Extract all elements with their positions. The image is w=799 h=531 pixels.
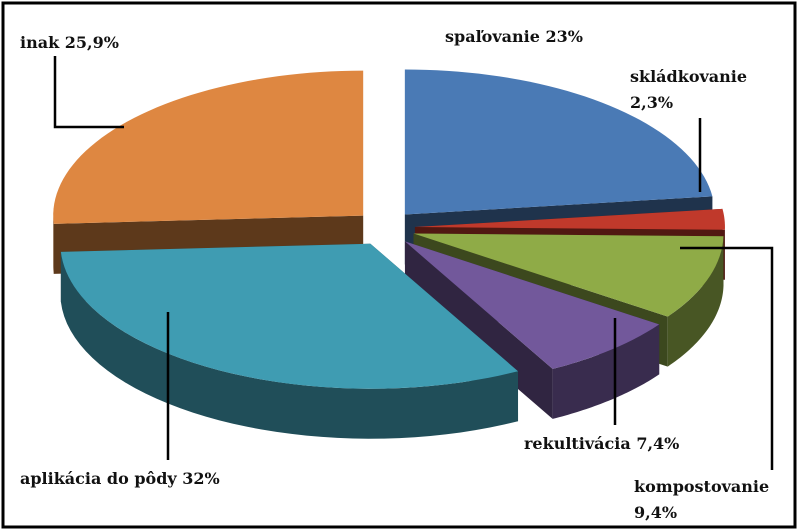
- category: inak: [20, 33, 60, 52]
- slice-wall: [667, 236, 724, 367]
- slice: [414, 208, 725, 230]
- category: kompostovanie: [634, 477, 769, 496]
- value-label: 9,4%: [634, 503, 677, 522]
- slice: [60, 243, 519, 389]
- slice: [404, 241, 660, 369]
- slice-wall: [60, 251, 519, 439]
- slice-wall: [552, 324, 660, 419]
- slice-label: skládkovanie 2,3%: [630, 67, 747, 112]
- slice-label: rekultivácia 7,4%: [524, 434, 679, 453]
- category: aplikácia do pôdy: [20, 469, 177, 488]
- value-label: 2,3%: [630, 93, 673, 112]
- category: spaľovanie: [445, 27, 540, 46]
- value-label: 23%: [545, 27, 582, 46]
- category: rekultivácia: [524, 434, 631, 453]
- value-label: 32%: [182, 469, 219, 488]
- category: skládkovanie: [630, 67, 747, 86]
- slice-label: kompostovanie 9,4%: [634, 477, 769, 522]
- slice: [53, 70, 364, 224]
- value-label: 25,9%: [65, 33, 119, 52]
- slice: [404, 69, 713, 215]
- slice-label: inak 25,9%: [20, 33, 119, 52]
- pie: [53, 69, 725, 439]
- slice: [413, 233, 724, 317]
- leader-line: [53, 56, 124, 129]
- leader-line: [680, 246, 774, 470]
- slice-label: spaľovanie 23%: [445, 27, 583, 46]
- slice-label: aplikácia do pôdy 32%: [20, 469, 220, 488]
- value-label: 7,4%: [636, 434, 679, 453]
